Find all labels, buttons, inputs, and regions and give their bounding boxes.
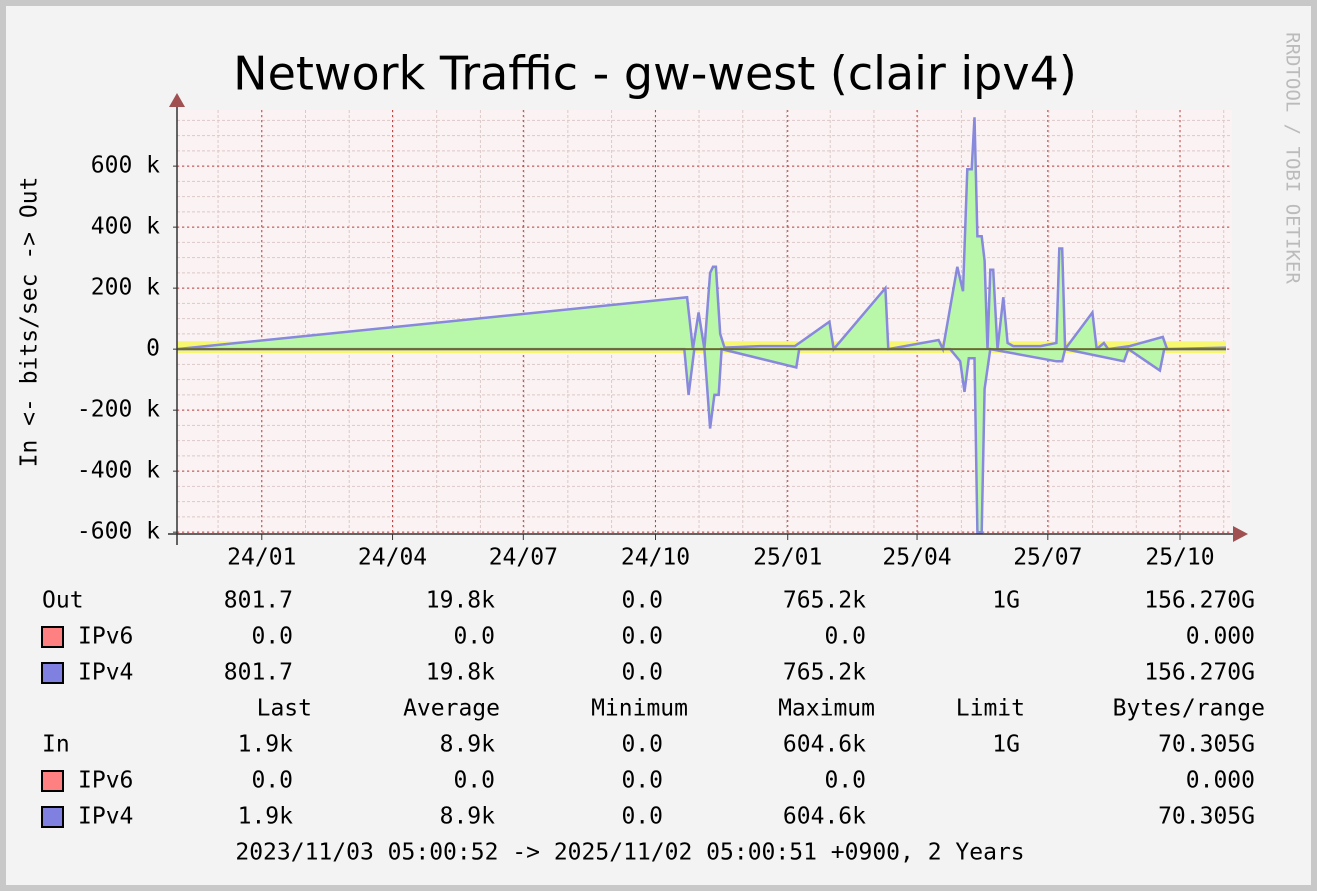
x-tick-label: 25/10 — [1145, 545, 1214, 571]
x-tick-label: 24/01 — [227, 545, 296, 571]
legend-value: 0.0 — [824, 768, 866, 794]
y-arrow — [169, 93, 185, 107]
legend-value: 0.0 — [621, 660, 663, 686]
legend-swatch — [41, 770, 64, 792]
legend-label: IPv6 — [78, 768, 133, 794]
legend-swatch — [41, 626, 64, 648]
legend-label: Out — [42, 588, 84, 614]
legend-value: 0.0 — [621, 624, 663, 650]
chart-title: Network Traffic - gw-west (clair ipv4) — [233, 47, 1077, 101]
y-tick-label: 200 k — [91, 275, 160, 301]
legend-value: 0.0 — [251, 624, 293, 650]
x-arrow — [1233, 526, 1248, 542]
plot-area — [177, 110, 1232, 534]
x-tick-label: 24/10 — [621, 545, 690, 571]
legend-label: IPv4 — [78, 660, 133, 686]
legend-value: 0.0 — [621, 732, 663, 758]
legend-value: 0.0 — [453, 624, 495, 650]
legend-header: Average — [403, 696, 500, 722]
legend-label: IPv6 — [78, 624, 133, 650]
legend-value: 70.305G — [1158, 804, 1255, 830]
legend-value: 70.305G — [1158, 732, 1255, 758]
legend-value: 19.8k — [426, 660, 495, 686]
y-tick-label: 600 k — [91, 153, 160, 179]
legend-value: 1.9k — [238, 732, 294, 758]
axes: -600 k -400 k -200 k 0 200 k 400 k 600 k 24/01 2… — [77, 93, 1248, 571]
legend-value: 0.0 — [251, 768, 293, 794]
legend-value: 0.000 — [1186, 624, 1255, 650]
x-tick-label: 24/07 — [489, 545, 558, 571]
legend-value: 19.8k — [426, 588, 495, 614]
marks — [176, 117, 1227, 534]
legend-value: 1.9k — [238, 804, 294, 830]
y-tick-label: -200 k — [77, 397, 160, 423]
legend-header: Minimum — [591, 696, 688, 722]
legend-value: 0.0 — [621, 588, 663, 614]
legend-value: 156.270G — [1144, 660, 1255, 686]
legend-value: 765.2k — [783, 588, 866, 614]
legend-header: Last — [257, 696, 312, 722]
legend-value: 156.270G — [1144, 588, 1255, 614]
y-tick-label: -600 k — [77, 519, 160, 545]
legend-value: 0.0 — [824, 624, 866, 650]
legend-label: In — [42, 732, 70, 758]
legend-value: 0.0 — [621, 768, 663, 794]
watermark: RRDTOOL / TOBI OETIKER — [1282, 32, 1304, 284]
x-tick-label: 25/01 — [753, 545, 822, 571]
legend-swatch — [41, 806, 64, 828]
legend-value: 1G — [992, 588, 1020, 614]
y-axis-label: In <- bits/sec -> Out — [17, 177, 43, 468]
footer: 2023/11/03 05:00:52 -> 2025/11/02 05:00:… — [235, 840, 1024, 866]
legend-value: 0.0 — [621, 804, 663, 830]
x-tick-label: 24/04 — [358, 545, 427, 571]
legend-value: 801.7 — [224, 660, 293, 686]
legend-label: IPv4 — [78, 804, 133, 830]
legend-value: 8.9k — [440, 804, 496, 830]
x-tick-label: 25/04 — [882, 545, 951, 571]
line — [176, 117, 1227, 354]
legend-value: 0.000 — [1186, 768, 1255, 794]
legend-swatch — [41, 662, 64, 684]
x-tick-label: 25/07 — [1013, 545, 1082, 571]
y-tick-label: -400 k — [77, 458, 160, 484]
legend-value: 765.2k — [783, 660, 866, 686]
line — [177, 347, 1226, 534]
legend-value: 604.6k — [783, 732, 866, 758]
legend-value: 604.6k — [783, 804, 866, 830]
y-tick-label: 0 — [146, 336, 160, 362]
legend-header: Limit — [956, 696, 1025, 722]
legend-value: 8.9k — [440, 732, 496, 758]
legend-header: Maximum — [778, 696, 875, 722]
y-tick-label: 400 k — [91, 214, 160, 240]
legend-value: 0.0 — [453, 768, 495, 794]
legend-value: 1G — [992, 732, 1020, 758]
legend-value: 801.7 — [224, 588, 293, 614]
legend-header: Bytes/range — [1113, 696, 1265, 722]
